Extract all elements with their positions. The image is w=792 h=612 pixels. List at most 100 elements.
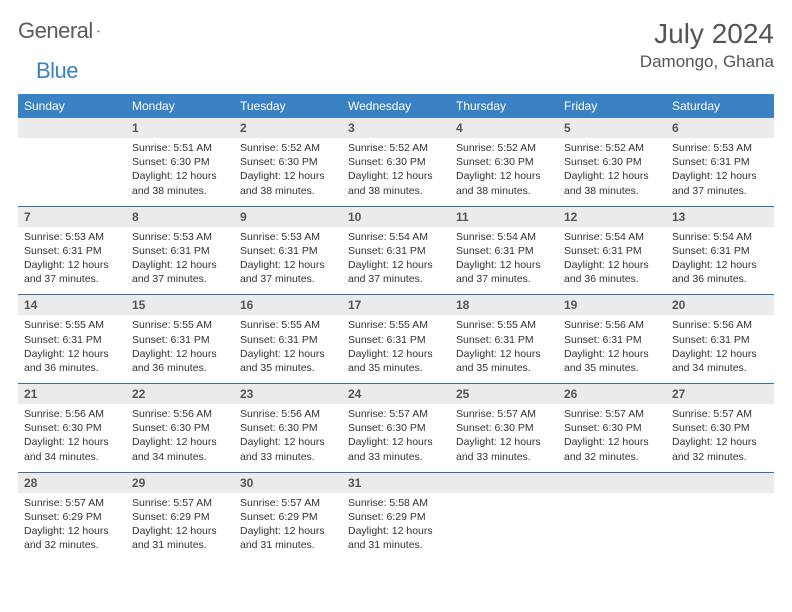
day2-text: and 34 minutes. — [132, 450, 228, 464]
day-data-row: Sunrise: 5:53 AMSunset: 6:31 PMDaylight:… — [18, 227, 774, 295]
day-cell: Sunrise: 5:52 AMSunset: 6:30 PMDaylight:… — [234, 138, 342, 206]
day-number: 26 — [558, 384, 666, 405]
day1-text: Daylight: 12 hours — [24, 347, 120, 361]
day-number: 22 — [126, 384, 234, 405]
sunset-text: Sunset: 6:31 PM — [240, 244, 336, 258]
weekday-header: Friday — [558, 94, 666, 118]
day-number: 29 — [126, 472, 234, 493]
day1-text: Daylight: 12 hours — [24, 524, 120, 538]
sunrise-text: Sunrise: 5:55 AM — [240, 318, 336, 332]
weekday-header: Thursday — [450, 94, 558, 118]
day-cell: Sunrise: 5:56 AMSunset: 6:30 PMDaylight:… — [234, 404, 342, 472]
day1-text: Daylight: 12 hours — [456, 258, 552, 272]
day1-text: Daylight: 12 hours — [132, 524, 228, 538]
day1-text: Daylight: 12 hours — [672, 347, 768, 361]
sunset-text: Sunset: 6:31 PM — [24, 244, 120, 258]
day-cell: Sunrise: 5:53 AMSunset: 6:31 PMDaylight:… — [234, 227, 342, 295]
sunrise-text: Sunrise: 5:53 AM — [672, 141, 768, 155]
day-cell: Sunrise: 5:58 AMSunset: 6:29 PMDaylight:… — [342, 493, 450, 561]
day2-text: and 34 minutes. — [24, 450, 120, 464]
day2-text: and 36 minutes. — [132, 361, 228, 375]
day2-text: and 38 minutes. — [132, 184, 228, 198]
weekday-header: Tuesday — [234, 94, 342, 118]
day-number: 23 — [234, 384, 342, 405]
day-number: 10 — [342, 206, 450, 227]
day-number: 17 — [342, 295, 450, 316]
day2-text: and 33 minutes. — [348, 450, 444, 464]
day-cell: Sunrise: 5:53 AMSunset: 6:31 PMDaylight:… — [126, 227, 234, 295]
calendar-table: Sunday Monday Tuesday Wednesday Thursday… — [18, 94, 774, 560]
sunrise-text: Sunrise: 5:52 AM — [240, 141, 336, 155]
sunset-text: Sunset: 6:30 PM — [348, 421, 444, 435]
day-cell: Sunrise: 5:57 AMSunset: 6:30 PMDaylight:… — [342, 404, 450, 472]
day1-text: Daylight: 12 hours — [132, 258, 228, 272]
day-cell: Sunrise: 5:56 AMSunset: 6:30 PMDaylight:… — [18, 404, 126, 472]
sunset-text: Sunset: 6:30 PM — [672, 421, 768, 435]
sunrise-text: Sunrise: 5:53 AM — [240, 230, 336, 244]
day-data-row: Sunrise: 5:57 AMSunset: 6:29 PMDaylight:… — [18, 493, 774, 561]
sunrise-text: Sunrise: 5:57 AM — [564, 407, 660, 421]
day1-text: Daylight: 12 hours — [240, 435, 336, 449]
day-number: 15 — [126, 295, 234, 316]
day1-text: Daylight: 12 hours — [132, 347, 228, 361]
sunset-text: Sunset: 6:30 PM — [456, 421, 552, 435]
day-number: 27 — [666, 384, 774, 405]
weekday-header: Monday — [126, 94, 234, 118]
day1-text: Daylight: 12 hours — [348, 524, 444, 538]
day-cell: Sunrise: 5:52 AMSunset: 6:30 PMDaylight:… — [558, 138, 666, 206]
day-data-row: Sunrise: 5:51 AMSunset: 6:30 PMDaylight:… — [18, 138, 774, 206]
day1-text: Daylight: 12 hours — [348, 169, 444, 183]
sunset-text: Sunset: 6:30 PM — [240, 155, 336, 169]
day2-text: and 36 minutes. — [24, 361, 120, 375]
day2-text: and 37 minutes. — [456, 272, 552, 286]
sunset-text: Sunset: 6:31 PM — [348, 244, 444, 258]
sunset-text: Sunset: 6:31 PM — [672, 333, 768, 347]
sunset-text: Sunset: 6:31 PM — [456, 244, 552, 258]
day2-text: and 37 minutes. — [672, 184, 768, 198]
day-number — [18, 118, 126, 138]
sunset-text: Sunset: 6:31 PM — [564, 333, 660, 347]
day-number: 8 — [126, 206, 234, 227]
day-number: 6 — [666, 118, 774, 138]
day-cell — [558, 493, 666, 561]
sunset-text: Sunset: 6:30 PM — [132, 421, 228, 435]
sunset-text: Sunset: 6:31 PM — [24, 333, 120, 347]
day-cell: Sunrise: 5:56 AMSunset: 6:31 PMDaylight:… — [666, 315, 774, 383]
sunset-text: Sunset: 6:29 PM — [348, 510, 444, 524]
day2-text: and 31 minutes. — [348, 538, 444, 552]
sunrise-text: Sunrise: 5:56 AM — [132, 407, 228, 421]
day2-text: and 38 minutes. — [564, 184, 660, 198]
logo: General — [18, 18, 117, 44]
day2-text: and 33 minutes. — [456, 450, 552, 464]
day2-text: and 32 minutes. — [24, 538, 120, 552]
day-data-row: Sunrise: 5:56 AMSunset: 6:30 PMDaylight:… — [18, 404, 774, 472]
day-cell: Sunrise: 5:52 AMSunset: 6:30 PMDaylight:… — [450, 138, 558, 206]
sunrise-text: Sunrise: 5:58 AM — [348, 496, 444, 510]
day-number-row: 78910111213 — [18, 206, 774, 227]
day-number: 5 — [558, 118, 666, 138]
day-cell: Sunrise: 5:57 AMSunset: 6:30 PMDaylight:… — [666, 404, 774, 472]
day-cell: Sunrise: 5:54 AMSunset: 6:31 PMDaylight:… — [666, 227, 774, 295]
day2-text: and 38 minutes. — [348, 184, 444, 198]
title-area: July 2024 Damongo, Ghana — [640, 18, 774, 72]
day2-text: and 36 minutes. — [564, 272, 660, 286]
month-title: July 2024 — [640, 18, 774, 50]
day-cell: Sunrise: 5:53 AMSunset: 6:31 PMDaylight:… — [18, 227, 126, 295]
sunrise-text: Sunrise: 5:53 AM — [132, 230, 228, 244]
day2-text: and 35 minutes. — [348, 361, 444, 375]
day-number: 25 — [450, 384, 558, 405]
day2-text: and 33 minutes. — [240, 450, 336, 464]
sunrise-text: Sunrise: 5:55 AM — [348, 318, 444, 332]
day-cell: Sunrise: 5:57 AMSunset: 6:29 PMDaylight:… — [18, 493, 126, 561]
day-number: 28 — [18, 472, 126, 493]
day-number-row: 14151617181920 — [18, 295, 774, 316]
day1-text: Daylight: 12 hours — [240, 347, 336, 361]
sunrise-text: Sunrise: 5:56 AM — [564, 318, 660, 332]
sunrise-text: Sunrise: 5:57 AM — [672, 407, 768, 421]
day-cell: Sunrise: 5:55 AMSunset: 6:31 PMDaylight:… — [234, 315, 342, 383]
day-number: 24 — [342, 384, 450, 405]
sunrise-text: Sunrise: 5:57 AM — [456, 407, 552, 421]
sunrise-text: Sunrise: 5:53 AM — [24, 230, 120, 244]
sunset-text: Sunset: 6:30 PM — [240, 421, 336, 435]
day1-text: Daylight: 12 hours — [564, 169, 660, 183]
